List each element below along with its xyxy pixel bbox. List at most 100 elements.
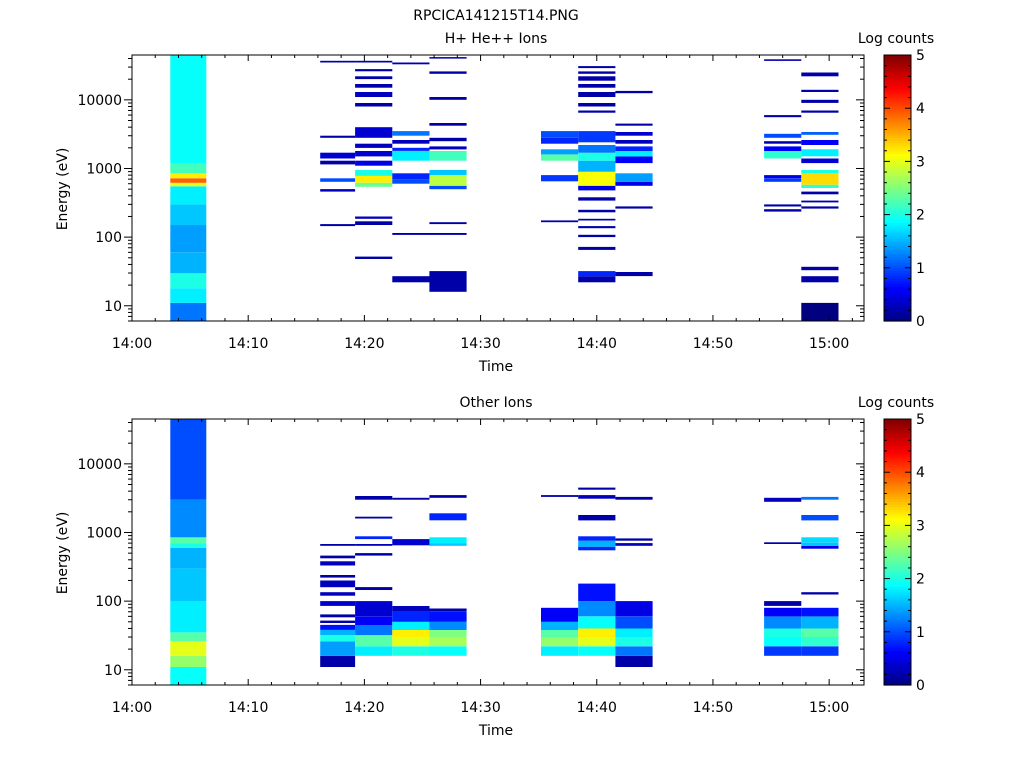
colorbar-band xyxy=(884,623,911,628)
colorbar-tick-label: 0 xyxy=(916,314,925,330)
heatmap-cell xyxy=(170,273,207,289)
heatmap-cell xyxy=(764,204,802,207)
colorbar-band xyxy=(884,485,911,489)
colorbar-band xyxy=(884,639,911,644)
heatmap-cell xyxy=(392,646,430,656)
heatmap-cell xyxy=(392,233,430,235)
heatmap-cell xyxy=(578,601,616,617)
heatmap-cell xyxy=(801,72,839,77)
heatmap-cell xyxy=(392,630,430,637)
colorbar-tick-label: 5 xyxy=(916,412,925,428)
colorbar-band xyxy=(884,461,911,465)
heatmap-cell xyxy=(429,71,467,74)
heatmap-cell xyxy=(801,206,839,209)
heatmap-cell xyxy=(615,272,653,277)
colorbar-band xyxy=(884,265,911,269)
heatmap-cell xyxy=(355,536,393,540)
colorbar-band xyxy=(884,482,911,487)
colorbar-band xyxy=(884,182,911,186)
heatmap-cell xyxy=(170,419,207,500)
heatmap-cell xyxy=(392,637,430,647)
heatmap-cell xyxy=(170,568,207,602)
heatmap-cell xyxy=(578,616,616,629)
colorbar-band xyxy=(884,206,911,210)
colorbar-band xyxy=(884,567,911,572)
heatmap-cell xyxy=(392,179,430,184)
colorbar-band xyxy=(884,172,911,176)
heatmap-cell xyxy=(429,97,467,100)
colorbar: 0 1 2 3 4 5 xyxy=(883,48,925,330)
heatmap-cell xyxy=(429,57,467,59)
heatmap-cell xyxy=(578,540,616,547)
colorbar-band xyxy=(884,198,911,202)
colorbar-band xyxy=(884,281,911,285)
y-axis-label: Energy (eV) xyxy=(55,512,71,595)
colorbar-band xyxy=(884,102,911,107)
colorbar-band xyxy=(884,121,911,125)
colorbar-band xyxy=(884,496,911,500)
heatmap-cell xyxy=(578,583,616,602)
colorbar: 0 1 2 3 4 5 xyxy=(883,412,925,694)
colorbar-band xyxy=(884,70,911,75)
colorbar-band xyxy=(884,270,911,274)
heatmap-cell xyxy=(541,646,579,656)
heatmap-cell xyxy=(578,92,616,97)
heatmap-cell xyxy=(355,76,393,80)
colorbar-band xyxy=(884,490,911,495)
heatmap-cell xyxy=(392,147,430,151)
colorbar-band xyxy=(884,254,911,258)
colorbar-band xyxy=(884,214,911,218)
heatmap-cell xyxy=(541,149,579,155)
colorbar-band xyxy=(884,474,911,479)
heatmap-cell xyxy=(429,608,467,612)
colorbar-band xyxy=(884,110,911,115)
colorbar-band xyxy=(884,440,911,444)
heatmap-cell xyxy=(320,580,356,588)
heatmap-cell xyxy=(170,252,207,274)
colorbar-band xyxy=(884,124,911,128)
colorbar-band xyxy=(884,105,911,109)
colorbar-band xyxy=(884,453,911,457)
x-tick-label: 14:40 xyxy=(577,336,617,352)
colorbar-band xyxy=(884,645,911,649)
heatmap-cell xyxy=(801,592,839,595)
heatmap-cell xyxy=(392,62,430,65)
colorbar-tick-label: 4 xyxy=(916,101,925,117)
heatmap-cell xyxy=(392,131,430,136)
heatmap-cell xyxy=(392,611,430,622)
x-axis-label: Time xyxy=(478,359,513,375)
heatmap-cell xyxy=(541,220,579,223)
colorbar-band xyxy=(884,169,911,173)
colorbar-band xyxy=(884,669,911,673)
heatmap-cell xyxy=(320,601,356,606)
colorbar-band xyxy=(884,318,911,322)
colorbar-band xyxy=(884,188,911,192)
heatmap-cell xyxy=(355,69,393,72)
heatmap-cell xyxy=(355,84,393,88)
heatmap-cell xyxy=(429,233,467,235)
heatmap-cell xyxy=(355,175,393,183)
colorbar-band xyxy=(884,663,911,667)
colorbar-band xyxy=(884,100,911,104)
colorbar-band xyxy=(884,631,911,636)
heatmap-cell xyxy=(320,635,356,642)
heatmap-cell xyxy=(578,84,616,88)
heatmap-cell xyxy=(578,276,616,283)
heatmap-cell xyxy=(429,222,467,225)
heatmap-cell xyxy=(764,637,802,647)
colorbar-band xyxy=(884,315,911,319)
colorbar-band xyxy=(884,201,911,205)
colorbar-band xyxy=(884,84,911,88)
colorbar-band xyxy=(884,89,911,93)
colorbar-band xyxy=(884,302,911,306)
heatmap-cell xyxy=(578,131,616,143)
colorbar-band xyxy=(884,522,911,526)
heatmap-cell xyxy=(801,607,839,617)
colorbar-band xyxy=(884,419,911,423)
heatmap-cell xyxy=(578,246,616,250)
heatmap-cell xyxy=(355,587,393,590)
heatmap-cell xyxy=(392,606,430,612)
heatmap-cell xyxy=(320,135,356,138)
heatmap-cell xyxy=(355,256,393,259)
heatmap-cell xyxy=(392,151,430,161)
